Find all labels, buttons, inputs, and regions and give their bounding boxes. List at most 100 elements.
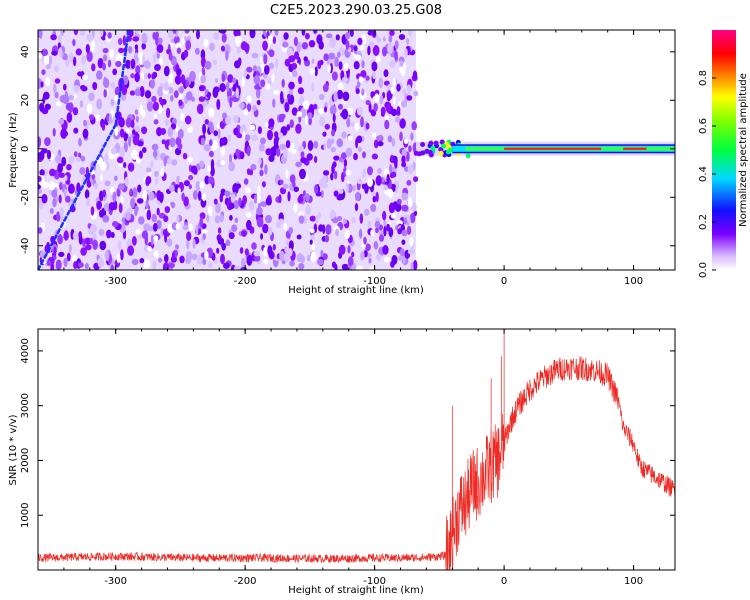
noise-blob <box>220 253 225 265</box>
noise-blob <box>54 78 61 84</box>
noise-blob <box>406 225 412 235</box>
signal-band-peak-2 <box>623 147 647 150</box>
noise-blob <box>91 63 96 72</box>
noise-blob <box>395 185 399 194</box>
noise-blob <box>288 88 294 95</box>
noise-blob <box>79 100 83 108</box>
noise-blob <box>171 159 178 166</box>
noise-blob <box>268 118 275 128</box>
noise-blob <box>408 145 412 153</box>
noise-blob <box>370 203 377 213</box>
noise-blob <box>201 67 206 78</box>
noise-blob <box>322 224 326 235</box>
noise-blob <box>396 220 403 226</box>
noise-blob <box>248 200 255 211</box>
noise-blob <box>65 57 70 68</box>
noise-blob <box>297 195 304 204</box>
noise-blob <box>72 231 80 241</box>
noise-blob <box>367 166 373 176</box>
noise-blob <box>376 37 382 43</box>
noise-blob <box>328 52 336 60</box>
noise-blob <box>407 197 413 208</box>
snr-xtick-label: -100 <box>363 576 386 587</box>
noise-blob <box>139 86 145 97</box>
noise-blob <box>263 246 269 257</box>
noise-blob <box>131 149 138 161</box>
snr-ylabel: SNR (10 * v/v) <box>8 414 19 485</box>
noise-blob <box>159 193 164 203</box>
noise-blob <box>143 72 148 80</box>
noise-blob <box>192 190 198 200</box>
noise-blob <box>239 127 244 135</box>
noise-blob <box>219 137 224 148</box>
noise-blob <box>298 211 305 217</box>
colorbar: 0.0 0.2 0.4 0.6 0.8 Normalized spectral ampl… <box>698 30 749 278</box>
noise-blob <box>318 224 324 232</box>
noise-blob <box>413 90 419 97</box>
noise-blob <box>403 217 408 225</box>
noise-blob <box>152 101 160 112</box>
noise-blob <box>39 169 45 176</box>
noise-blob <box>230 193 236 204</box>
noise-blob <box>240 257 246 268</box>
noise-blob <box>84 263 89 270</box>
noise-blob <box>78 231 82 239</box>
noise-blob <box>180 113 185 122</box>
noise-blob <box>353 45 358 52</box>
noise-blob <box>358 45 365 51</box>
noise-blob <box>99 240 107 251</box>
noise-blob <box>252 104 257 112</box>
noise-blob <box>182 152 188 160</box>
noise-blob <box>362 168 366 178</box>
noise-blob <box>351 251 355 258</box>
noise-blob <box>96 98 103 110</box>
noise-blob <box>374 220 381 229</box>
noise-blob <box>120 93 127 101</box>
noise-blob <box>263 258 269 265</box>
noise-blob <box>80 155 86 162</box>
noise-blob <box>176 47 182 54</box>
noise-blob <box>75 48 83 56</box>
signal-onset-blob <box>428 140 434 146</box>
noise-blob <box>407 164 414 175</box>
spectrogram-xtick-label: 0 <box>501 276 507 287</box>
noise-blob <box>396 106 401 115</box>
noise-blob <box>119 128 125 138</box>
noise-blob <box>391 137 396 147</box>
noise-blob <box>304 32 310 40</box>
noise-blob <box>279 91 284 102</box>
noise-blob <box>267 129 273 141</box>
noise-blob <box>124 176 129 187</box>
noise-blob <box>396 83 401 92</box>
noise-blob <box>351 216 356 224</box>
noise-blob <box>364 184 369 194</box>
noise-blob <box>238 197 242 207</box>
noise-blob <box>404 48 408 58</box>
noise-blob <box>54 91 59 99</box>
noise-blob <box>233 114 239 124</box>
noise-blob <box>135 229 142 235</box>
noise-blob <box>171 251 176 262</box>
noise-blob <box>317 212 322 219</box>
noise-blob <box>102 54 108 62</box>
noise-blob <box>138 216 145 225</box>
noise-blob <box>257 185 261 196</box>
noise-blob <box>199 181 205 189</box>
noise-blob <box>185 91 193 101</box>
spectrogram-ytick-label: -40 <box>20 238 31 254</box>
noise-blob <box>253 255 261 262</box>
noise-blob <box>177 142 183 150</box>
noise-blob <box>221 242 226 251</box>
noise-blob <box>289 260 295 267</box>
noise-blob <box>108 202 115 211</box>
noise-blob <box>372 71 376 80</box>
noise-blob <box>173 90 179 99</box>
noise-blob <box>156 44 164 53</box>
noise-blob <box>380 106 386 115</box>
noise-blob <box>281 78 285 88</box>
noise-blob <box>338 103 343 110</box>
noise-blob <box>176 215 180 222</box>
noise-blob <box>108 113 112 125</box>
noise-blob <box>330 173 334 181</box>
noise-blob <box>384 119 390 130</box>
